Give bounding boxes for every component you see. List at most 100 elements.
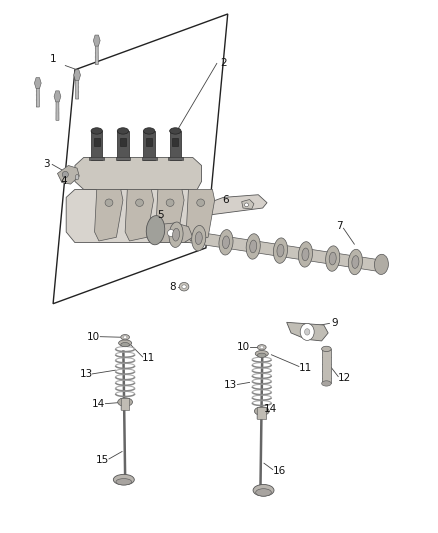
Polygon shape [95, 189, 123, 241]
Ellipse shape [250, 240, 257, 253]
Bar [257, 407, 266, 418]
Polygon shape [242, 199, 254, 209]
Ellipse shape [91, 128, 102, 134]
Ellipse shape [260, 346, 264, 349]
Text: 4: 4 [61, 176, 67, 187]
Bar [120, 138, 126, 147]
Ellipse shape [321, 381, 331, 386]
Ellipse shape [254, 407, 269, 415]
Ellipse shape [325, 246, 340, 271]
Ellipse shape [62, 171, 68, 177]
Bar [170, 131, 181, 160]
Ellipse shape [173, 228, 180, 241]
Text: 5: 5 [157, 211, 163, 221]
Ellipse shape [169, 222, 183, 247]
Text: 11: 11 [298, 362, 312, 373]
Ellipse shape [170, 128, 181, 134]
Text: 13: 13 [80, 369, 93, 379]
Ellipse shape [136, 199, 144, 206]
Ellipse shape [113, 474, 134, 485]
Ellipse shape [352, 256, 359, 268]
Bar [94, 138, 100, 147]
Bar [142, 157, 156, 160]
Ellipse shape [302, 248, 309, 261]
Ellipse shape [374, 254, 389, 274]
Polygon shape [287, 322, 328, 341]
Bar [144, 131, 155, 160]
Text: 10: 10 [237, 342, 250, 352]
Ellipse shape [298, 241, 312, 267]
Polygon shape [66, 189, 206, 243]
Polygon shape [93, 35, 100, 46]
Bar [91, 131, 102, 160]
Ellipse shape [348, 249, 363, 274]
Text: 10: 10 [87, 332, 100, 342]
Ellipse shape [244, 203, 248, 207]
Ellipse shape [179, 282, 189, 291]
Polygon shape [36, 83, 39, 107]
Polygon shape [95, 41, 98, 64]
Ellipse shape [121, 335, 130, 340]
Ellipse shape [321, 346, 331, 352]
Polygon shape [57, 165, 79, 184]
Text: 13: 13 [224, 379, 237, 390]
Text: 3: 3 [43, 159, 50, 169]
Polygon shape [35, 78, 41, 88]
Ellipse shape [258, 345, 266, 350]
Ellipse shape [105, 199, 113, 206]
Ellipse shape [144, 128, 155, 134]
Ellipse shape [219, 230, 233, 255]
Bar [168, 157, 183, 160]
Ellipse shape [192, 225, 206, 251]
Ellipse shape [117, 128, 129, 134]
Text: 16: 16 [272, 466, 286, 475]
Polygon shape [199, 195, 267, 216]
Ellipse shape [121, 343, 130, 347]
Ellipse shape [195, 232, 202, 245]
Bar [89, 157, 104, 160]
Ellipse shape [277, 244, 284, 257]
Ellipse shape [119, 340, 132, 346]
Circle shape [300, 324, 314, 341]
Ellipse shape [75, 174, 79, 180]
Text: 1: 1 [50, 54, 57, 64]
Circle shape [304, 329, 310, 335]
Ellipse shape [223, 236, 230, 249]
Bar [321, 349, 331, 383]
Ellipse shape [253, 484, 274, 496]
Text: 11: 11 [141, 353, 155, 363]
Text: 8: 8 [169, 282, 176, 292]
Polygon shape [186, 189, 215, 241]
Text: 2: 2 [220, 59, 227, 68]
Ellipse shape [273, 238, 287, 263]
Ellipse shape [118, 398, 133, 406]
Ellipse shape [197, 199, 205, 206]
Polygon shape [157, 226, 385, 272]
Ellipse shape [124, 336, 127, 338]
Bar [117, 131, 129, 160]
Bar [116, 157, 131, 160]
Polygon shape [125, 189, 153, 241]
Polygon shape [54, 91, 61, 102]
Bar [121, 398, 130, 410]
Text: 7: 7 [336, 221, 343, 231]
Text: 14: 14 [92, 399, 105, 409]
Polygon shape [75, 158, 201, 189]
Ellipse shape [256, 489, 272, 496]
Ellipse shape [246, 234, 260, 259]
Text: 15: 15 [95, 455, 109, 465]
Polygon shape [74, 70, 81, 80]
Ellipse shape [146, 216, 165, 245]
Ellipse shape [167, 230, 174, 237]
Text: 12: 12 [338, 373, 351, 383]
Ellipse shape [116, 479, 132, 485]
Polygon shape [155, 189, 184, 241]
Text: 14: 14 [264, 404, 277, 414]
Polygon shape [149, 223, 193, 243]
Text: 9: 9 [332, 318, 338, 328]
Polygon shape [76, 75, 79, 99]
Ellipse shape [255, 351, 268, 357]
Bar [172, 138, 178, 147]
Bar [146, 138, 152, 147]
Text: 6: 6 [222, 195, 229, 205]
